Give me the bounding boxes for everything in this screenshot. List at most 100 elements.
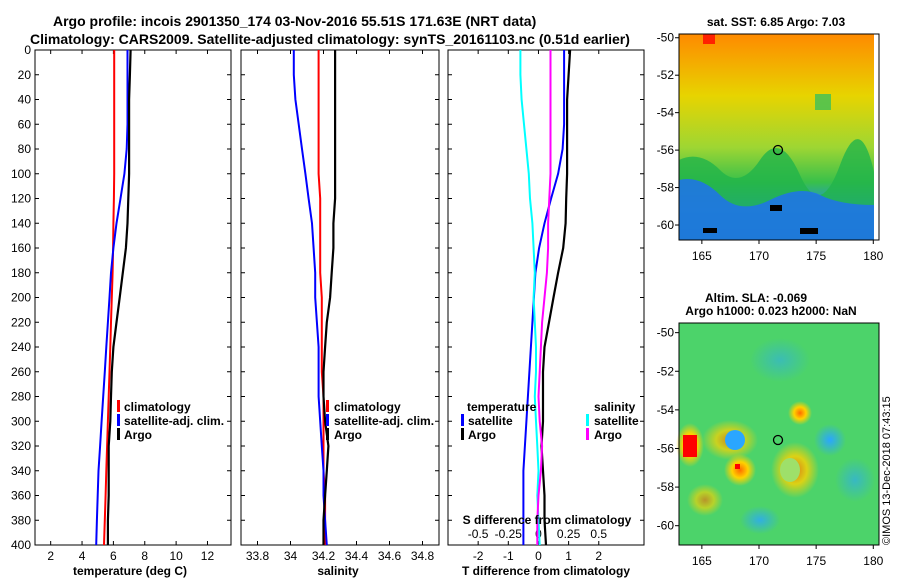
temperature-legend: climatology satellite-adj. clim. Argo — [117, 400, 224, 442]
legend-label-t-satellite: satellite — [468, 414, 513, 428]
watermark: ©IMOS 13-Dec-2018 07:43:15 — [881, 396, 893, 545]
difference-plot-frame — [447, 49, 645, 546]
sst-land-mask — [770, 205, 782, 211]
y-tick-label: 140 — [11, 216, 31, 230]
x-tick-label: 34 — [284, 549, 298, 563]
sst-map-frame — [678, 33, 880, 241]
sla-high-core — [735, 464, 740, 469]
legend-swatch-s-argo — [586, 428, 589, 440]
legend-label-satellite-adj: satellite-adj. clim. — [124, 414, 224, 428]
y-tick-label: 200 — [11, 291, 31, 305]
legend-swatch-satellite-adj — [326, 414, 329, 426]
map-y-tick-label: -56 — [657, 441, 675, 455]
difference-legend-salinity: salinity satellite Argo — [586, 400, 639, 442]
y-tick-label: 280 — [11, 390, 31, 404]
legend-label-argo: Argo — [124, 428, 152, 442]
y-tick-label: 220 — [11, 315, 31, 329]
legend-label-s-argo: Argo — [594, 428, 622, 442]
salinity-xlabel: salinity — [317, 564, 359, 578]
y-tick-label: 260 — [11, 365, 31, 379]
y-tick-label: 20 — [18, 68, 32, 82]
sst-map-title: sat. SST: 6.85 Argo: 7.03 — [707, 15, 846, 29]
legend-label-s-satellite: satellite — [594, 414, 639, 428]
s-tick-label: 0.5 — [590, 527, 607, 541]
s-difference-axis-label: S difference from climatology — [463, 513, 632, 527]
legend-swatch-argo — [117, 428, 120, 440]
sla-map-subtitle: Argo h1000: 0.023 h2000: NaN — [685, 304, 856, 318]
legend-label-climatology: climatology — [124, 400, 191, 414]
series-argo — [322, 50, 337, 545]
map-x-tick-label: 170 — [749, 249, 769, 263]
y-tick-label: 320 — [11, 439, 31, 453]
sla-high-core — [683, 435, 697, 457]
map-x-tick-label: 165 — [692, 554, 712, 568]
y-tick-label: 360 — [11, 489, 31, 503]
series-satellite-adj-clim- — [292, 50, 328, 546]
x-tick-label: 34.6 — [378, 549, 402, 563]
y-tick-label: 80 — [18, 142, 32, 156]
difference-legend-temperature: temperature satellite Argo — [461, 400, 537, 442]
map-y-tick-label: -54 — [657, 106, 675, 120]
sla-high-anomaly — [724, 454, 756, 486]
x-tick-label: 0 — [535, 549, 542, 563]
sst-map — [679, 34, 874, 240]
map-y-tick-label: -56 — [657, 143, 675, 157]
map-x-tick-label: 180 — [863, 249, 883, 263]
y-tick-label: 400 — [11, 538, 31, 552]
series-climatology — [103, 50, 116, 546]
sst-land-mask — [703, 228, 717, 233]
y-tick-label: 0 — [24, 43, 31, 57]
y-tick-label: 160 — [11, 241, 31, 255]
map-x-tick-label: 180 — [863, 554, 883, 568]
series-argo — [106, 49, 132, 545]
sla-map-title: Altim. SLA: -0.069 — [705, 291, 807, 305]
y-tick-label: 380 — [11, 513, 31, 527]
y-tick-label: 340 — [11, 464, 31, 478]
salinity-plot-frame — [240, 49, 440, 546]
sla-high-anomaly — [788, 401, 812, 425]
map-x-tick-label: 175 — [806, 554, 826, 568]
map-y-tick-label: -54 — [657, 403, 675, 417]
difference-xlabel: T difference from climatology — [462, 564, 630, 578]
legend-swatch-climatology — [117, 400, 120, 412]
series-salinity-argo — [536, 50, 552, 545]
x-tick-label: 34.4 — [345, 549, 369, 563]
sst-land-mask — [800, 228, 818, 234]
sla-low-anomaly — [725, 430, 745, 450]
series-salinity-satellite — [519, 50, 541, 546]
legend-heading-temperature: temperature — [467, 400, 537, 414]
map-y-tick-label: -52 — [657, 68, 675, 82]
legend-swatch-t-satellite — [461, 414, 464, 426]
x-tick-label: 4 — [79, 549, 86, 563]
legend-swatch-argo — [326, 428, 329, 440]
legend-swatch-satellite-adj — [117, 414, 120, 426]
map-x-tick-label: 175 — [806, 249, 826, 263]
sst-warm-spot — [703, 34, 715, 44]
s-tick-label: 0.25 — [557, 527, 581, 541]
legend-label-satellite-adj: satellite-adj. clim. — [334, 414, 434, 428]
sla-low-anomaly — [835, 458, 875, 502]
map-y-tick-label: -50 — [657, 326, 675, 340]
temperature-plot-frame — [34, 49, 232, 546]
map-y-tick-label: -58 — [657, 181, 675, 195]
temperature-plot: 0 20 40 60 80 100 120 140 160 180 200 220 240 260 280 3… — [11, 43, 231, 563]
salinity-legend: climatology satellite-adj. clim. Argo — [326, 400, 434, 442]
legend-label-argo: Argo — [334, 428, 362, 442]
x-tick-label: 2 — [47, 549, 54, 563]
x-tick-label: 10 — [169, 549, 183, 563]
sst-argo-marker — [772, 144, 784, 156]
map-x-tick-label: 165 — [692, 249, 712, 263]
map-y-tick-label: -60 — [657, 519, 675, 533]
s-tick-label: -0.25 — [495, 527, 523, 541]
sla-low-anomaly — [814, 424, 846, 456]
x-tick-label: 8 — [141, 549, 148, 563]
sla-argo-marker — [772, 434, 784, 446]
map-x-tick-label: 170 — [749, 554, 769, 568]
legend-swatch-t-argo — [461, 428, 464, 440]
temperature-xlabel: temperature (deg C) — [73, 564, 187, 578]
x-tick-label: 33.8 — [246, 549, 270, 563]
x-tick-label: 1 — [565, 549, 572, 563]
sla-low-anomaly — [740, 506, 780, 534]
legend-swatch-climatology — [326, 400, 329, 412]
